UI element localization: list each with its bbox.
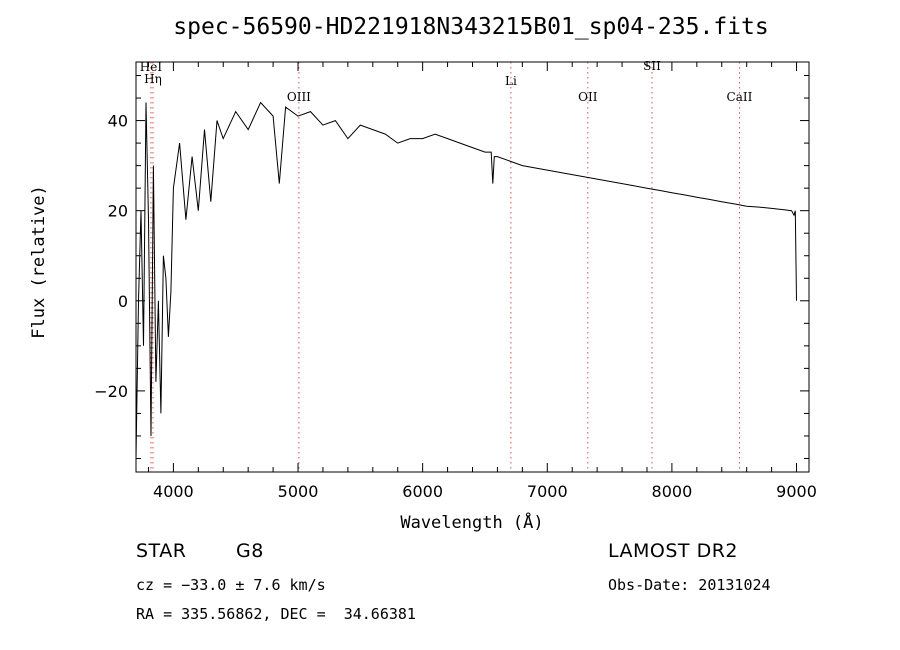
- y-tick-label-20: 20: [108, 202, 128, 221]
- x-tick-label-6000: 6000: [402, 482, 443, 501]
- flux-series: [135, 101, 797, 459]
- y-tick-label--20: −20: [94, 382, 128, 401]
- line-marker-label-OII: OII: [578, 90, 598, 104]
- plot-frame: [135, 61, 810, 473]
- line-marker-label-Hη: Hη: [144, 72, 162, 86]
- series-line-flux: [135, 101, 797, 459]
- x-axis-label: Wavelength (Å): [400, 511, 543, 533]
- x-tick-label-8000: 8000: [652, 482, 693, 501]
- y-tick-label-40: 40: [108, 112, 128, 131]
- y-axis-label: Flux (relative): [29, 185, 49, 339]
- x-tick-label-4000: 4000: [153, 482, 194, 501]
- line-marker-label-Li: Li: [505, 74, 517, 88]
- line-marker-label-CaII: CaII: [727, 90, 753, 104]
- x-tick-label-7000: 7000: [527, 482, 568, 501]
- line-marker-label-OIII: OIII: [287, 90, 311, 104]
- spectral-subclass: G8: [236, 540, 264, 562]
- observation-date: Obs-Date: 20131024: [608, 576, 771, 594]
- redshift-readout: cz = −33.0 ± 7.6 km/s: [136, 576, 326, 594]
- coordinates-readout: RA = 335.56862, DEC = 34.66381: [136, 605, 416, 623]
- x-tick-label-5000: 5000: [278, 482, 319, 501]
- survey-name: LAMOST DR2: [608, 540, 738, 562]
- x-tick-label-9000: 9000: [776, 482, 817, 501]
- line-marker-label-SII: SII: [643, 59, 661, 73]
- object-class: STAR: [136, 540, 187, 562]
- line-marker-label-HeI: HeI: [140, 60, 163, 74]
- chart-title: spec-56590-HD221918N343215B01_sp04-235.f…: [173, 14, 768, 40]
- y-tick-label-0: 0: [118, 292, 128, 311]
- axis-ticks: 4000 5000 6000 7000 8000 9000 −20 0 20 40: [94, 62, 817, 501]
